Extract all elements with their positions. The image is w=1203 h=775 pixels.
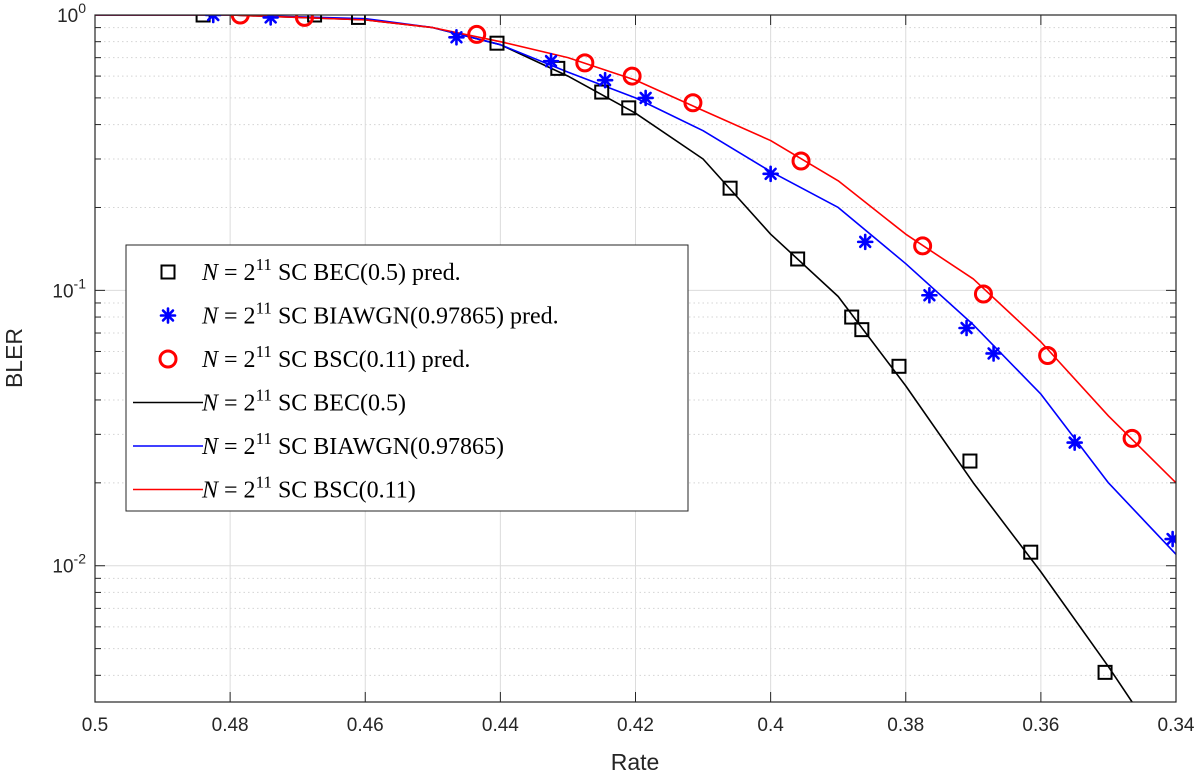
legend-marker (159, 307, 177, 324)
x-tick-label: 0.5 (82, 715, 108, 736)
x-axis-label: Rate (611, 749, 660, 775)
data-point-circle (683, 93, 703, 113)
data-point-asterisk (596, 71, 614, 89)
legend-label: N = 211 SC BIAWGN(0.97865) pred. (201, 299, 559, 330)
legend-label: N = 211 SC BIAWGN(0.97865) (201, 429, 504, 460)
data-point-asterisk (1164, 530, 1176, 548)
y-tick-label: 10-1 (52, 275, 86, 302)
legend-item: N = 211 SC BEC(0.5) (133, 386, 406, 417)
legend-item: N = 211 SC BSC(0.11) (133, 473, 416, 504)
data-point-square (722, 180, 738, 196)
data-point-square (962, 453, 978, 469)
x-tick-label: 0.48 (212, 715, 249, 736)
data-point-circle (467, 24, 487, 44)
data-point-asterisk (637, 89, 654, 107)
data-point-asterisk (762, 165, 779, 183)
data-point-circle (791, 151, 811, 171)
data-point-square (594, 84, 610, 100)
data-point-square (854, 322, 870, 338)
legend-box (125, 244, 689, 512)
x-tick-label: 0.34 (1158, 715, 1195, 736)
data-point-square (307, 15, 323, 23)
x-tick-label: 0.4 (757, 715, 784, 736)
data-point-circle (230, 15, 250, 25)
data-point-asterisk (985, 345, 1002, 362)
y-tick-labels: 100 10-1 10-2 (52, 0, 86, 578)
data-point-asterisk (921, 286, 938, 304)
data-point-square (489, 35, 505, 51)
legend-item: N = 211 SC BIAWGN(0.97865) pred. (159, 299, 559, 330)
y-tick-label: 100 (57, 0, 86, 27)
data-point-asterisk (204, 15, 222, 24)
data-point-square (790, 251, 806, 267)
data-point-circle (294, 15, 314, 27)
data-point-square (844, 309, 860, 325)
data-point-circle (1038, 346, 1058, 366)
axis-ticks (94, 14, 1177, 702)
x-tick-label: 0.42 (617, 715, 654, 736)
data-point-asterisk (958, 319, 975, 337)
data-point-asterisk (1066, 434, 1083, 451)
legend-item: N = 211 SC BSC(0.11) pred. (158, 342, 470, 373)
data-point-square (1023, 544, 1039, 560)
y-axis-label: BLER (1, 328, 27, 388)
data-point-square (1097, 664, 1113, 680)
legend-marker (160, 264, 176, 280)
data-point-asterisk (448, 28, 465, 46)
legend-label: N = 211 SC BEC(0.5) pred. (201, 255, 461, 286)
x-tick-label: 0.44 (482, 715, 519, 736)
data-point-circle (973, 284, 993, 304)
legend-label: N = 211 SC BSC(0.11) pred. (201, 342, 470, 373)
data-point-circle (913, 236, 933, 256)
data-point-square (195, 15, 211, 23)
data-point-circle (622, 66, 642, 86)
legend-label: N = 211 SC BEC(0.5) (201, 386, 406, 417)
x-tick-label: 0.46 (347, 715, 384, 736)
data-point-circle (575, 53, 595, 73)
data-point-asterisk (856, 233, 874, 251)
x-tick-label: 0.38 (887, 715, 924, 736)
series-line (95, 15, 1176, 555)
series-line (95, 15, 1176, 484)
legend-item: N = 211 SC BIAWGN(0.97865) (133, 429, 504, 460)
legend-item: N = 211 SC BEC(0.5) pred. (160, 255, 461, 286)
series-markers (230, 15, 1142, 448)
legend-label: N = 211 SC BSC(0.11) (201, 473, 416, 504)
legend: N = 211 SC BEC(0.5) pred. N = 211 SC BIAW… (125, 244, 689, 512)
data-point-square (891, 358, 907, 374)
x-tick-labels: 0.5 0.48 0.46 0.44 0.42 0.4 0.38 0.36 0.34 (82, 715, 1195, 736)
y-tick-label: 10-2 (52, 551, 86, 578)
data-point-circle (1122, 428, 1142, 448)
legend-marker (158, 349, 178, 369)
data-point-square (621, 100, 637, 116)
data-point-asterisk (542, 52, 560, 70)
x-tick-label: 0.36 (1022, 715, 1059, 736)
data-point-asterisk (262, 15, 279, 26)
